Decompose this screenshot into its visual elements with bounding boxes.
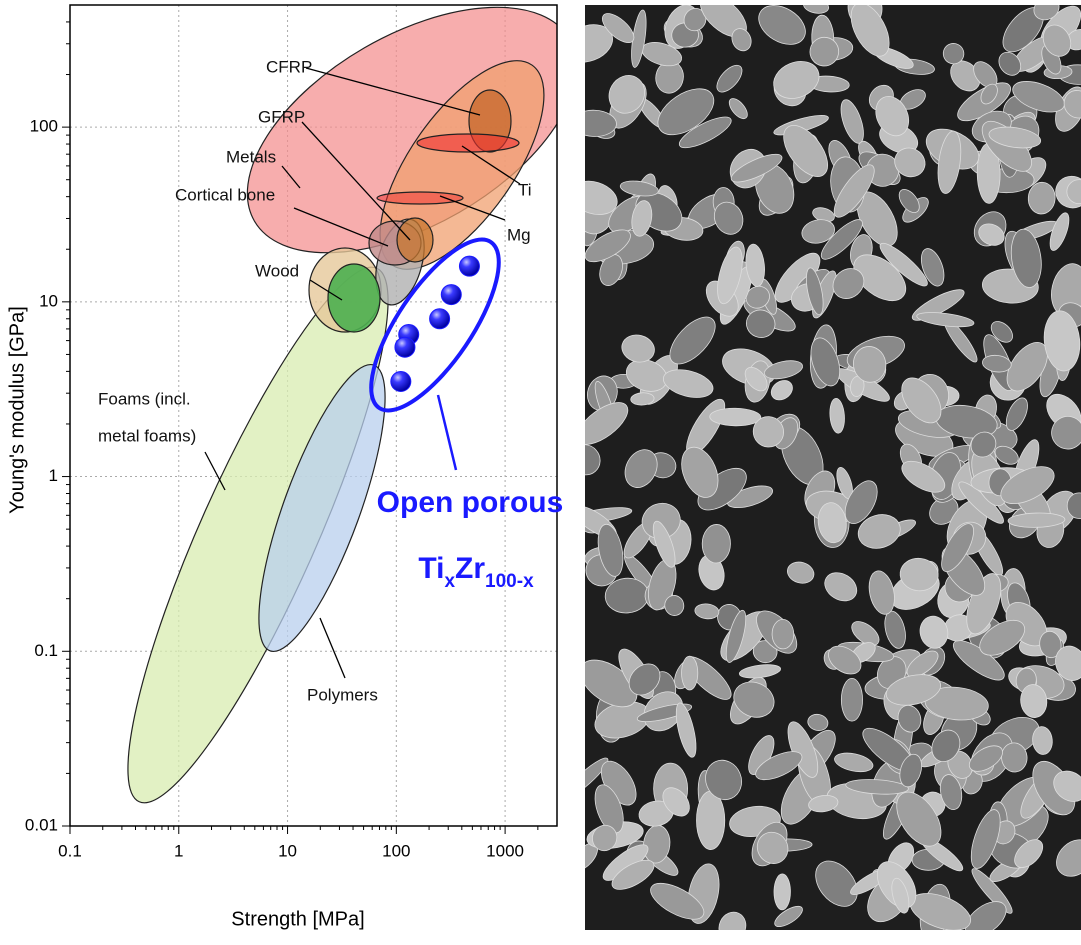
point [441, 285, 461, 305]
y-axis-title: Young's modulus [GPa] [6, 306, 28, 514]
annotation: metal foams) [98, 426, 196, 445]
point [395, 337, 415, 357]
sem-ligament [774, 874, 791, 910]
x-tick-label: 1 [174, 841, 183, 860]
annotation: Open porous [377, 486, 564, 519]
annotation-part: Zr [455, 552, 485, 585]
y-tick-label: 10 [39, 291, 58, 310]
point [391, 372, 411, 392]
sem-image [558, 0, 1081, 945]
foams-region [86, 245, 430, 826]
mg-region [377, 192, 463, 204]
annotation: CFRP [266, 57, 312, 76]
x-tick-label: 0.1 [58, 841, 82, 860]
leader [205, 452, 225, 490]
annotation-part: Ti [418, 552, 444, 585]
sem-ligament [696, 791, 725, 849]
sem-ligament [841, 678, 862, 721]
annotation: Cortical bone [175, 185, 275, 204]
leader [320, 618, 345, 678]
annotation: Metals [226, 147, 276, 166]
annotation: Foams (incl. [98, 389, 191, 408]
y-tick-label: 100 [30, 117, 58, 136]
wood-region [328, 264, 380, 332]
sem-ligament [772, 619, 794, 649]
annotation: Wood [255, 261, 299, 280]
point [459, 256, 479, 276]
x-axis-title: Strength [MPa] [231, 908, 364, 930]
annotation-part: 100-x [485, 571, 534, 592]
gfrp-region [397, 218, 433, 262]
figure: CFRP GFRP Metals Cortical bone Wood Foam… [0, 0, 1081, 945]
x-tick-label: 100 [382, 841, 410, 860]
sem-ligament [702, 524, 731, 563]
point [430, 309, 450, 329]
annotation: Mg [507, 225, 531, 244]
annotation: Polymers [307, 685, 378, 704]
sem-ligament [682, 656, 698, 690]
y-tick-label: 0.01 [25, 815, 58, 834]
page: {"chart_data": {"type": "scatter", "x_la… [0, 0, 1081, 945]
annotation: TixZr100-x [418, 552, 534, 592]
annotation: GFRP [258, 107, 305, 126]
y-tick-label: 0.1 [34, 641, 58, 660]
x-tick-label: 1000 [486, 841, 524, 860]
leader [438, 395, 456, 470]
x-tick-label: 10 [278, 841, 297, 860]
y-tick-label: 1 [49, 466, 58, 485]
annotation: Ti [518, 180, 532, 199]
annotation-part: x [444, 571, 455, 592]
